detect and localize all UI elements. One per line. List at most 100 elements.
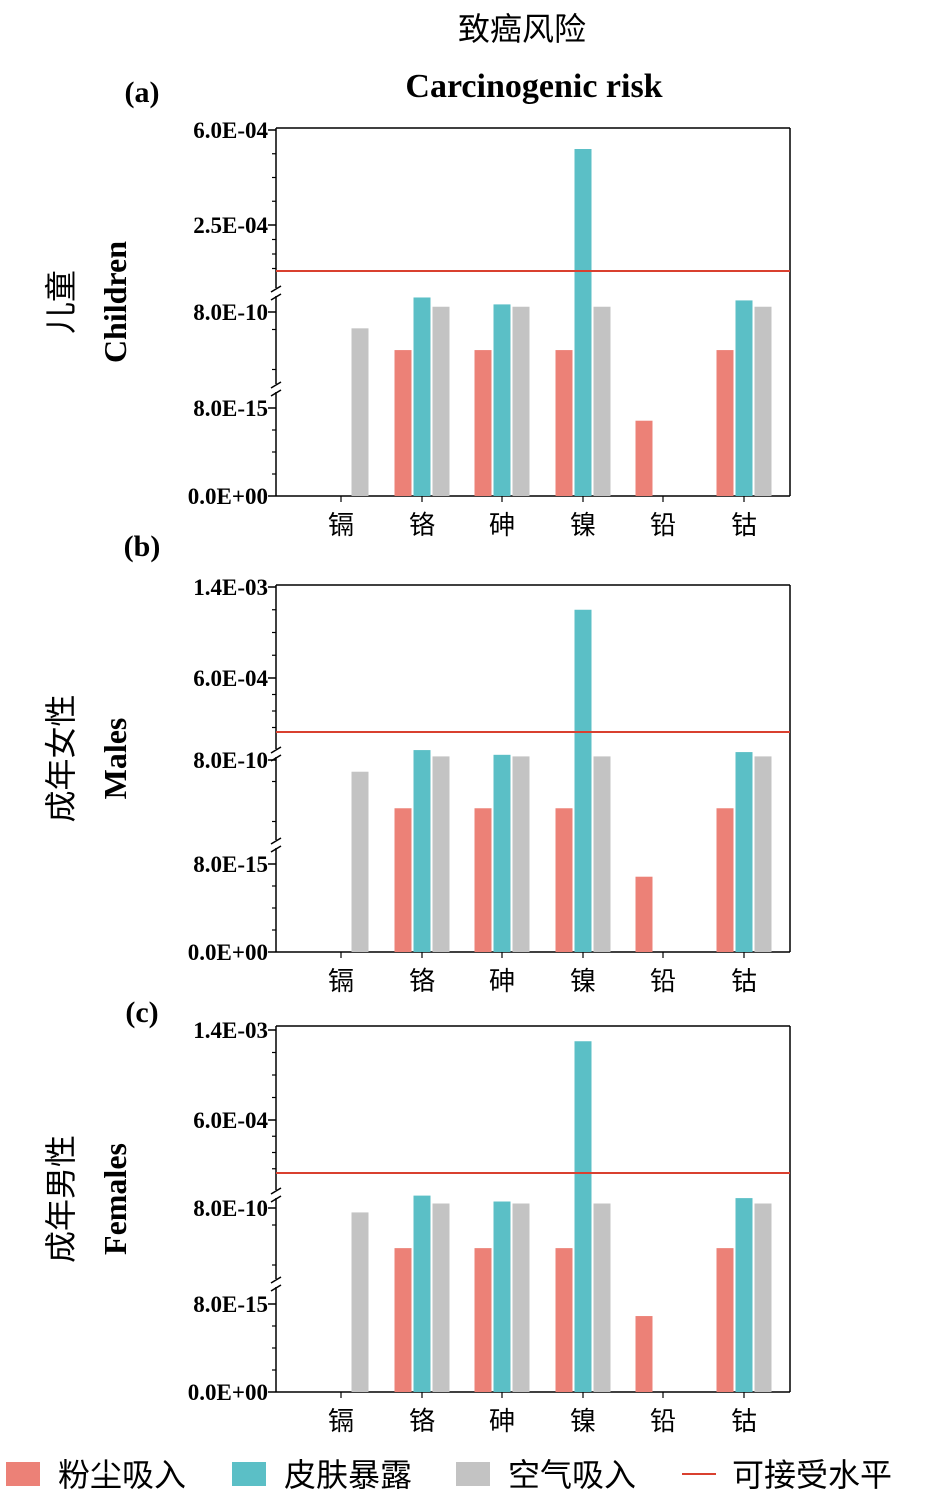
bar-dust bbox=[716, 350, 734, 496]
y-tick-label: 1.4E-03 bbox=[193, 575, 268, 600]
x-tick-label: 铬 bbox=[409, 511, 435, 541]
panel-label: (b) bbox=[124, 530, 161, 563]
y-tick-label: 8.0E-15 bbox=[193, 1292, 268, 1317]
bar-dermal bbox=[493, 304, 511, 496]
bar-dust bbox=[474, 350, 492, 496]
bar-air bbox=[512, 306, 530, 496]
y-tick-label: 6.0E-04 bbox=[193, 118, 268, 143]
x-tick-label: 铅 bbox=[650, 967, 676, 997]
y-axis-label-en: Males bbox=[97, 718, 133, 800]
bar-air bbox=[593, 1203, 611, 1392]
y-tick-label: 0.0E+00 bbox=[188, 1380, 268, 1405]
axis-break-mark bbox=[270, 845, 282, 853]
y-tick-label: 0.0E+00 bbox=[188, 940, 268, 965]
bar-air bbox=[512, 756, 530, 952]
y-tick-label: 1.4E-03 bbox=[193, 1018, 268, 1043]
y-axis-label-cn: 儿童 bbox=[42, 270, 80, 334]
x-tick-label: 镍 bbox=[570, 1407, 596, 1437]
y-axis-label-en: Children bbox=[97, 241, 133, 363]
panels: 6.0E-042.5E-048.0E-108.0E-150.0E+00镉铬砷镍铅… bbox=[42, 76, 791, 1437]
y-axis-label-cn: 成年男性 bbox=[42, 1135, 80, 1263]
axis-break-mark bbox=[270, 1276, 282, 1284]
bar-air bbox=[351, 1212, 369, 1392]
y-tick-label: 6.0E-04 bbox=[193, 666, 268, 691]
legend-swatch-air bbox=[456, 1462, 490, 1486]
bar-dermal bbox=[574, 609, 592, 952]
y-tick-label: 8.0E-15 bbox=[193, 852, 268, 877]
legend-swatch-dust bbox=[6, 1462, 40, 1486]
legend: 粉尘吸入 皮肤暴露 空气吸入 可接受水平 bbox=[6, 1456, 892, 1494]
x-tick-label: 镉 bbox=[328, 967, 354, 997]
legend-label-air: 空气吸入 bbox=[508, 1456, 636, 1494]
legend-label-dust: 粉尘吸入 bbox=[58, 1456, 186, 1494]
bar-dust bbox=[716, 1248, 734, 1392]
x-tick-label: 镍 bbox=[570, 511, 596, 541]
bar-air bbox=[512, 1203, 530, 1392]
x-tick-label: 镉 bbox=[328, 511, 354, 541]
x-tick-label: 钴 bbox=[731, 1407, 757, 1437]
chart-title-cn: 致癌风险 bbox=[458, 10, 586, 48]
bar-dermal bbox=[574, 1041, 592, 1392]
panel-label: (a) bbox=[125, 76, 160, 109]
bar-air bbox=[593, 756, 611, 952]
x-tick-label: 镉 bbox=[328, 1407, 354, 1437]
bar-dust bbox=[474, 808, 492, 952]
panel-a: 6.0E-04 2.5E-04 8.0E-10 8.0E-15 0.0E+00 镉 铬 砷 镍 铅… bbox=[42, 76, 791, 541]
panel-b: 1.4E-03 6.0E-04 8.0E-10 8.0E-15 0.0E+00 镉 铬 砷 镍 铅… bbox=[42, 530, 791, 997]
bar-dermal bbox=[413, 1195, 431, 1392]
bar-air bbox=[432, 306, 450, 496]
axis-break-mark bbox=[270, 293, 282, 301]
legend-label-line: 可接受水平 bbox=[732, 1456, 892, 1494]
bar-air bbox=[754, 306, 772, 496]
bar-dust bbox=[474, 1248, 492, 1392]
bar-air bbox=[754, 756, 772, 952]
bar-dermal bbox=[413, 750, 431, 952]
y-tick-label: 8.0E-10 bbox=[193, 300, 268, 325]
bar-dust bbox=[555, 350, 573, 496]
bar-dermal bbox=[493, 1201, 511, 1392]
bar-air bbox=[432, 1203, 450, 1392]
bar-dust bbox=[555, 808, 573, 952]
y-tick-label: 8.0E-15 bbox=[193, 396, 268, 421]
x-tick-label: 钴 bbox=[731, 967, 757, 997]
bar-dust bbox=[635, 420, 653, 496]
axis-break-mark bbox=[270, 746, 282, 754]
axis-break-mark bbox=[270, 837, 282, 845]
y-tick-label: 2.5E-04 bbox=[193, 213, 268, 238]
bar-air bbox=[432, 756, 450, 952]
x-tick-label: 铅 bbox=[650, 1407, 676, 1437]
bar-dust bbox=[394, 350, 412, 496]
bar-air bbox=[754, 1203, 772, 1392]
x-tick-label: 砷 bbox=[489, 511, 515, 541]
bar-air bbox=[351, 771, 369, 952]
chart-title-en: Carcinogenic risk bbox=[405, 68, 662, 105]
axis-break-mark bbox=[270, 1195, 282, 1203]
y-axis-label-cn: 成年女性 bbox=[42, 694, 80, 822]
y-tick-label: 8.0E-10 bbox=[193, 748, 268, 773]
y-axis-label-en: Females bbox=[97, 1143, 133, 1255]
y-tick-label: 8.0E-10 bbox=[193, 1196, 268, 1221]
axis-break-mark bbox=[270, 285, 282, 293]
bar-dermal bbox=[413, 297, 431, 496]
bar-dust bbox=[635, 1316, 653, 1392]
axis-break-mark bbox=[270, 1284, 282, 1292]
bar-dermal bbox=[735, 752, 753, 952]
bar-dust bbox=[716, 808, 734, 952]
y-tick-label: 0.0E+00 bbox=[188, 484, 268, 509]
x-tick-label: 砷 bbox=[489, 1407, 515, 1437]
bar-dermal bbox=[735, 1198, 753, 1392]
axis-break-mark bbox=[270, 389, 282, 397]
axis-break-mark bbox=[270, 381, 282, 389]
x-tick-label: 钴 bbox=[731, 511, 757, 541]
bar-air bbox=[593, 306, 611, 496]
bar-dermal bbox=[574, 149, 592, 496]
x-tick-label: 铬 bbox=[409, 1407, 435, 1437]
bar-dust bbox=[635, 876, 653, 952]
bar-air bbox=[351, 328, 369, 496]
x-tick-label: 砷 bbox=[489, 967, 515, 997]
legend-label-dermal: 皮肤暴露 bbox=[284, 1456, 412, 1494]
bar-dermal bbox=[493, 754, 511, 952]
bar-dust bbox=[555, 1248, 573, 1392]
panel-label: (c) bbox=[125, 996, 158, 1029]
